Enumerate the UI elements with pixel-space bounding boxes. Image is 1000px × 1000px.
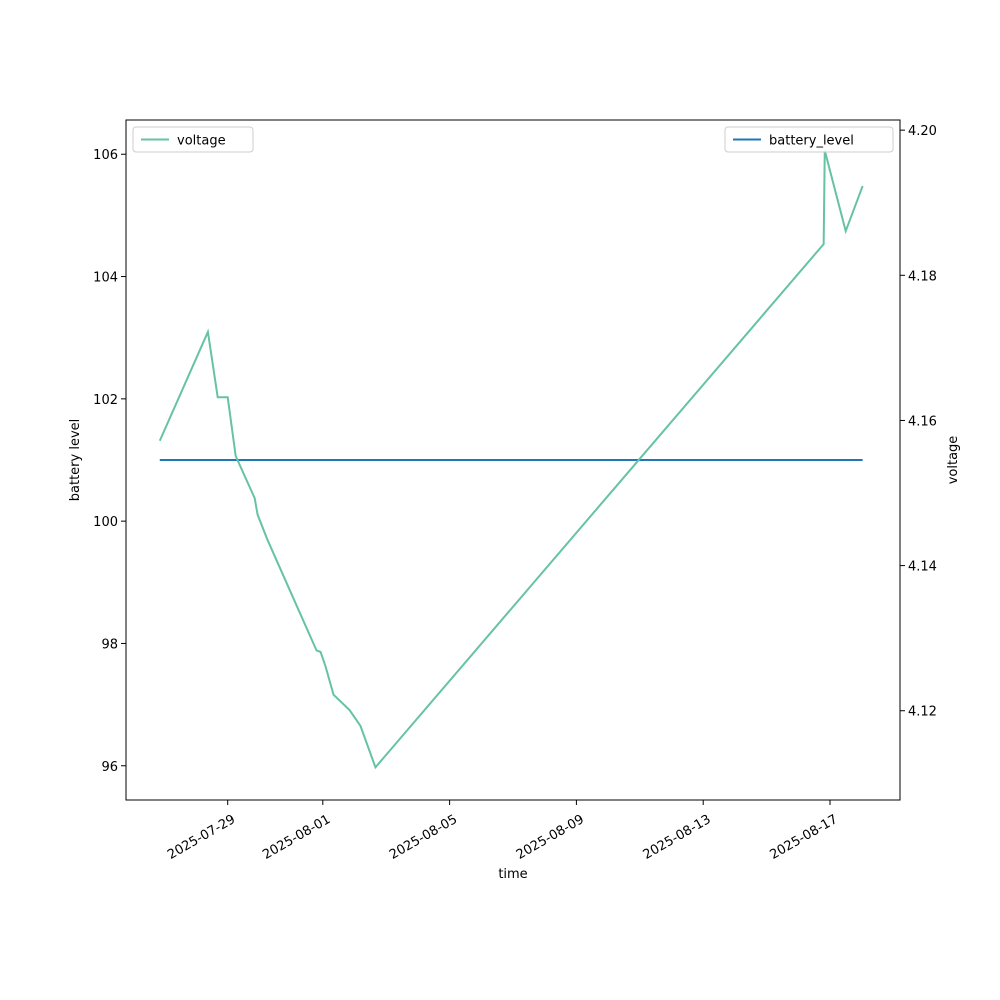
- y2-axis-label: voltage: [946, 436, 961, 485]
- y-tick-label: 104: [93, 271, 118, 286]
- legend-box: [724, 126, 894, 153]
- y-axis-label: battery level: [68, 419, 83, 502]
- plot-frame: [125, 119, 901, 801]
- y2-tick-label: 4.20: [908, 124, 937, 139]
- y-tick-label: 96: [101, 760, 118, 775]
- legend-label: voltage: [177, 134, 226, 149]
- legend: battery_level: [724, 126, 894, 153]
- y-tick-label: 100: [93, 515, 118, 530]
- y2-tick-label: 4.14: [908, 560, 937, 575]
- legend: voltage: [132, 126, 254, 153]
- legend-label: battery_level: [769, 134, 854, 149]
- y-tick-label: 102: [93, 393, 118, 408]
- y2-tick-label: 4.18: [908, 269, 937, 284]
- line-voltage: [158, 150, 864, 770]
- y2-tick-label: 4.12: [908, 705, 937, 720]
- x-axis-label: time: [498, 867, 527, 882]
- y-tick-label: 98: [101, 637, 118, 652]
- legend-box: [132, 126, 254, 153]
- y-tick-label: 106: [93, 148, 118, 163]
- y2-tick-label: 4.16: [908, 414, 937, 429]
